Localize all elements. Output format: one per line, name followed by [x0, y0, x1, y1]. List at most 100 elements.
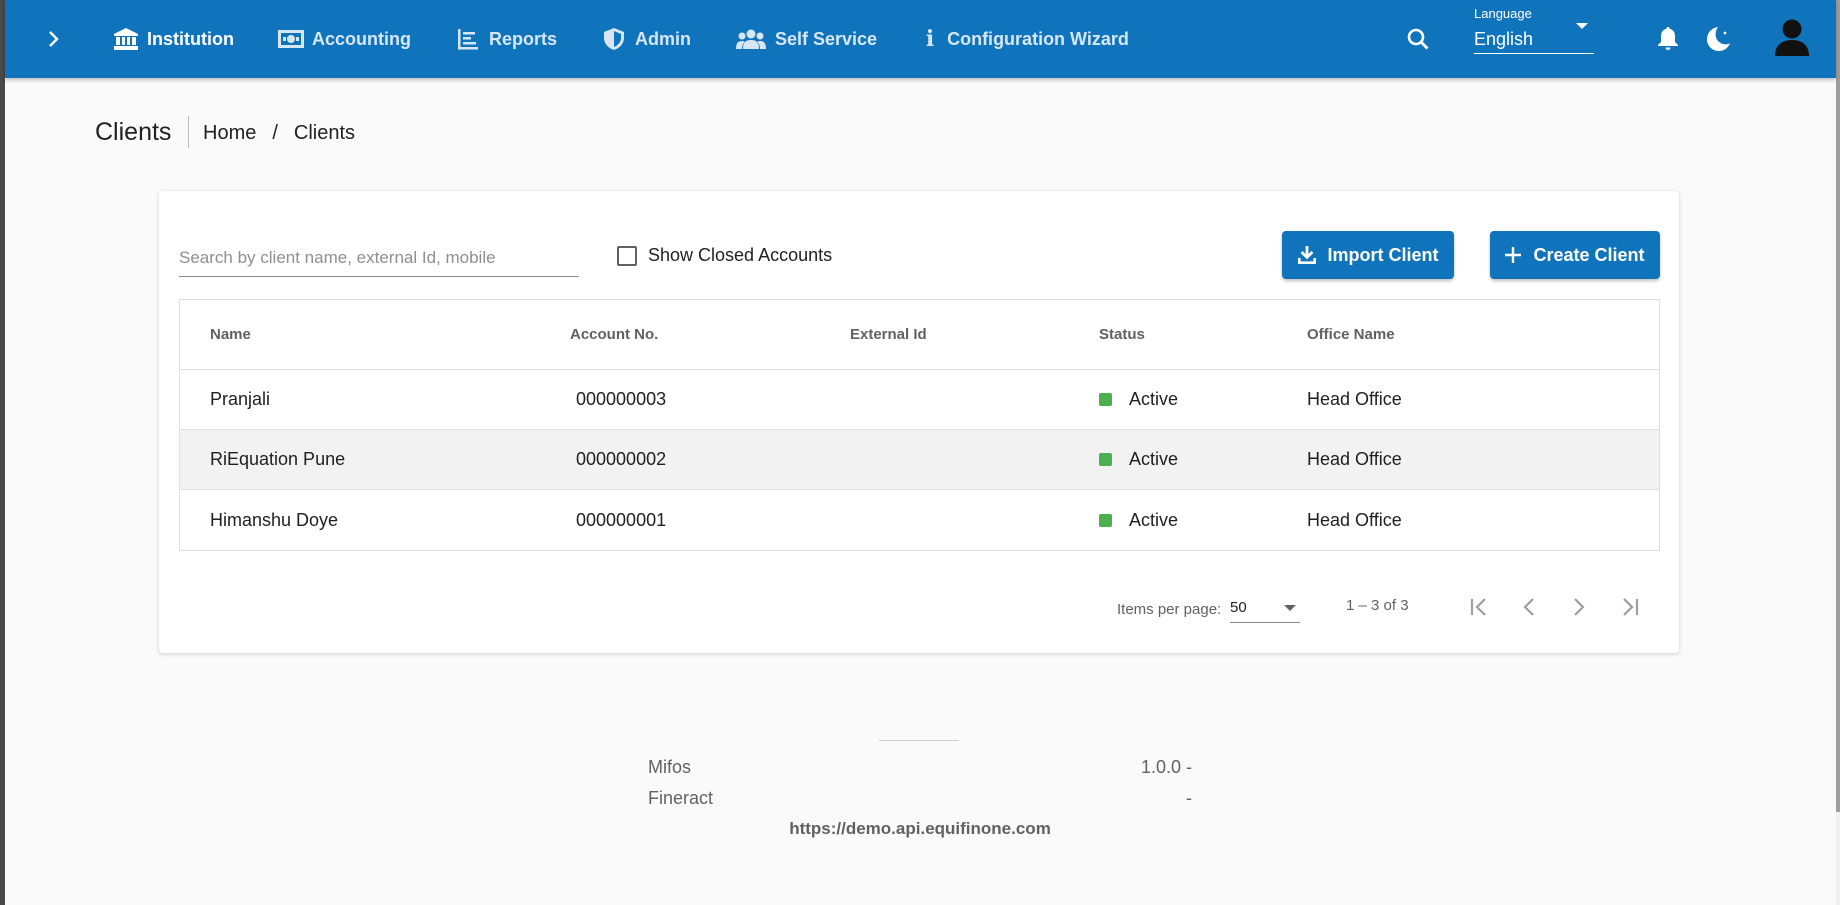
cell-name: RiEquation Pune [210, 449, 346, 469]
nav-accounting-label: Accounting [311, 28, 411, 49]
status-active-indicator [1099, 513, 1112, 527]
items-per-page-select[interactable]: 50 [1230, 593, 1300, 623]
status-active-indicator [1099, 453, 1112, 466]
create-client-button[interactable]: Create Client [1490, 231, 1660, 279]
table-header: Name Account No. External Id Status Offi… [180, 300, 1659, 370]
column-header-name[interactable]: Name [210, 326, 251, 343]
last-page-button[interactable] [1609, 587, 1649, 627]
table-row[interactable]: RiEquation Pune 000000002 Active Head Of… [180, 430, 1659, 490]
sidebar-toggle-button[interactable] [39, 24, 69, 54]
language-dropdown[interactable]: English [1474, 22, 1594, 54]
status-active-indicator [1099, 393, 1112, 406]
user-profile-button[interactable] [1775, 18, 1809, 61]
bell-icon [1658, 27, 1678, 50]
status-text: Active [1129, 509, 1179, 530]
scrollbar-thumb[interactable] [1836, 0, 1840, 812]
first-page-button[interactable] [1460, 587, 1500, 627]
chevron-right-icon [1574, 598, 1585, 616]
column-header-external-id[interactable]: External Id [850, 326, 927, 343]
main-nav: Institution Accounting Reports Admin Sel… [113, 0, 1173, 78]
nav-admin[interactable]: Admin [601, 0, 691, 78]
breadcrumb: Home / Clients [203, 122, 355, 145]
footer-fineract-row: Fineract - [648, 788, 1192, 809]
items-per-page-label: Items per page: [1117, 601, 1222, 618]
bank-icon [113, 28, 139, 50]
theme-toggle-button[interactable] [1705, 25, 1733, 58]
nav-reports[interactable]: Reports [455, 0, 557, 78]
cell-status: Active [1099, 389, 1307, 410]
page-scrollbar[interactable] [1836, 0, 1840, 905]
import-client-label: Import Client [1327, 244, 1439, 265]
shield-icon [601, 28, 627, 50]
nav-admin-label: Admin [635, 28, 691, 49]
table-row[interactable]: Himanshu Doye 000000001 Active Head Offi… [180, 490, 1659, 550]
nav-accounting[interactable]: Accounting [277, 0, 411, 78]
nav-self-service[interactable]: Self Service [735, 0, 877, 78]
next-page-button[interactable] [1559, 587, 1599, 627]
top-navigation-bar: Institution Accounting Reports Admin Sel… [5, 0, 1836, 78]
cell-office-name: Head Office [1307, 449, 1402, 469]
import-client-button[interactable]: Import Client [1282, 231, 1454, 279]
window-edge [0, 0, 5, 905]
fineract-version: - [1186, 788, 1192, 808]
cell-account-no: 000000003 [576, 389, 667, 409]
clients-card: Show Closed Accounts Import Client Creat… [159, 191, 1679, 653]
nav-reports-label: Reports [488, 28, 557, 49]
nav-institution[interactable]: Institution [113, 0, 234, 78]
client-search-input[interactable] [179, 243, 579, 273]
nav-institution-label: Institution [147, 28, 234, 49]
previous-page-button[interactable] [1509, 587, 1549, 627]
server-url: https://demo.api.equifinone.com [789, 819, 1051, 838]
nav-configuration-wizard[interactable]: i Configuration Wizard [921, 0, 1129, 78]
cell-status: Active [1099, 449, 1307, 470]
search-field[interactable] [179, 243, 579, 277]
download-icon [1297, 246, 1316, 264]
chevron-left-icon [1523, 598, 1534, 616]
mifos-label: Mifos [648, 757, 692, 777]
breadcrumb-home[interactable]: Home [203, 122, 257, 144]
moon-icon [1707, 27, 1730, 51]
money-icon [277, 28, 304, 50]
users-icon [735, 28, 767, 50]
language-label: Language [1474, 6, 1532, 21]
nav-configuration-wizard-label: Configuration Wizard [947, 28, 1129, 49]
status-text: Active [1129, 389, 1179, 409]
column-header-office-name[interactable]: Office Name [1307, 326, 1395, 343]
cell-name: Pranjali [210, 389, 271, 409]
column-header-status[interactable]: Status [1099, 326, 1145, 343]
last-page-icon [1623, 598, 1639, 616]
cell-office-name: Head Office [1307, 509, 1402, 530]
paginator: Items per page: 50 1 – 3 of 3 [159, 583, 1679, 633]
cell-status: Active [1099, 510, 1307, 531]
show-closed-accounts-toggle[interactable]: Show Closed Accounts [617, 245, 832, 266]
cell-office-name: Head Office [1307, 389, 1402, 409]
status-text: Active [1129, 449, 1179, 469]
table-row[interactable]: Pranjali 000000003 Active Head Office [180, 370, 1659, 430]
dropdown-caret-icon [1284, 604, 1296, 611]
mifos-version: 1.0.0 - [1140, 757, 1192, 777]
nav-self-service-label: Self Service [775, 28, 878, 49]
show-closed-accounts-checkbox[interactable] [617, 245, 637, 266]
cell-account-no: 000000001 [576, 509, 667, 530]
footer-divider [879, 740, 959, 741]
page-title: Clients [95, 118, 172, 146]
clients-table: Name Account No. External Id Status Offi… [179, 299, 1660, 551]
global-search-button[interactable] [1403, 24, 1433, 54]
language-selector[interactable]: Language English [1474, 6, 1594, 54]
title-divider [188, 116, 189, 148]
chart-icon [455, 28, 481, 50]
fineract-label: Fineract [648, 788, 714, 808]
items-per-page-value: 50 [1230, 599, 1247, 616]
footer-mifos-row: Mifos 1.0.0 - [648, 757, 1192, 778]
search-icon [1407, 28, 1429, 50]
first-page-icon [1470, 598, 1486, 616]
chevron-right-icon [49, 31, 59, 47]
page-range-label: 1 – 3 of 3 [1346, 597, 1409, 614]
language-value: English [1474, 29, 1534, 49]
show-closed-accounts-label: Show Closed Accounts [648, 245, 833, 265]
cell-name: Himanshu Doye [210, 509, 339, 530]
dropdown-caret-icon [1576, 22, 1588, 29]
notifications-button[interactable] [1658, 27, 1678, 55]
column-header-account-no[interactable]: Account No. [570, 326, 659, 343]
info-icon: i [925, 26, 935, 52]
